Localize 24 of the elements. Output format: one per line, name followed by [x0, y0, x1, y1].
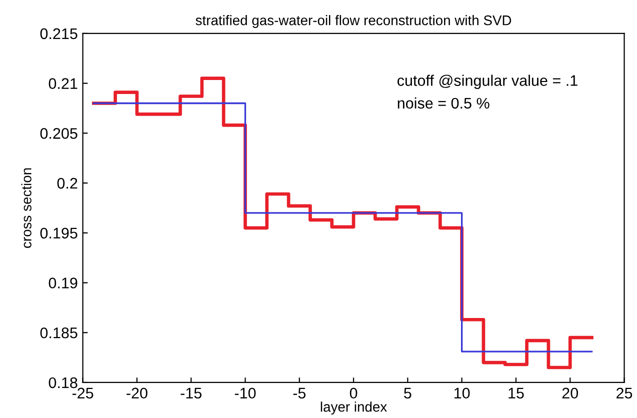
x-tick-label: -20: [126, 388, 148, 399]
y-tick-label: 0.185: [40, 327, 78, 338]
y-tick-label: 0.18: [48, 377, 78, 388]
x-tick-label: 10: [454, 388, 470, 399]
x-axis-title: layer index: [320, 402, 387, 415]
x-tick-label: -15: [180, 388, 202, 399]
chart-title: stratified gas-water-oil flow reconstruction with SVD: [196, 15, 512, 28]
y-tick-label: 0.19: [48, 278, 78, 288]
y-tick-label: 0.205: [40, 128, 78, 139]
annotation: cutoff @singular value = .1: [398, 74, 578, 89]
y-tick-label: 0.195: [40, 228, 78, 239]
x-tick-label: 0: [350, 388, 358, 399]
x-tick-label: 15: [508, 388, 524, 399]
annotation: noise = 0.5 %: [398, 97, 490, 109]
x-tick-label: -10: [234, 388, 256, 399]
x-tick-label: -25: [72, 388, 94, 399]
y-axis-title: cross section: [21, 168, 32, 248]
x-tick-label: -5: [293, 388, 306, 399]
x-tick-label: 5: [404, 388, 412, 399]
y-tick-label: 0.215: [40, 28, 78, 40]
x-tick-label: 25: [616, 388, 632, 399]
y-tick-label: 0.21: [48, 78, 78, 89]
y-tick-label: 0.2: [57, 178, 78, 189]
x-tick-label: 20: [562, 388, 578, 399]
